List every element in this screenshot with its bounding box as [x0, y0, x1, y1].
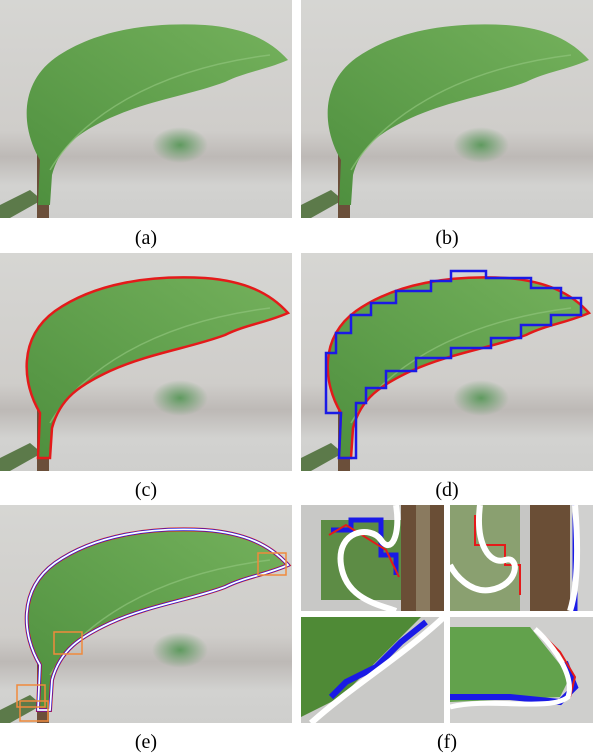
caption: (c) — [135, 479, 157, 501]
panel-c — [0, 253, 292, 471]
figure: (a) (b) (c) (d) (e) — [0, 0, 593, 753]
caption: (b) — [435, 227, 458, 249]
panel-a — [0, 0, 292, 218]
panel-e — [0, 505, 292, 723]
caption: (e) — [135, 731, 157, 753]
caption: (f) — [437, 731, 457, 753]
caption: (a) — [135, 227, 157, 249]
caption: (d) — [435, 479, 458, 501]
panel-b — [301, 0, 593, 218]
panel-d — [301, 253, 593, 471]
panel-f — [301, 505, 593, 723]
page: (a) (b) (c) (d) (e) — [0, 0, 593, 753]
